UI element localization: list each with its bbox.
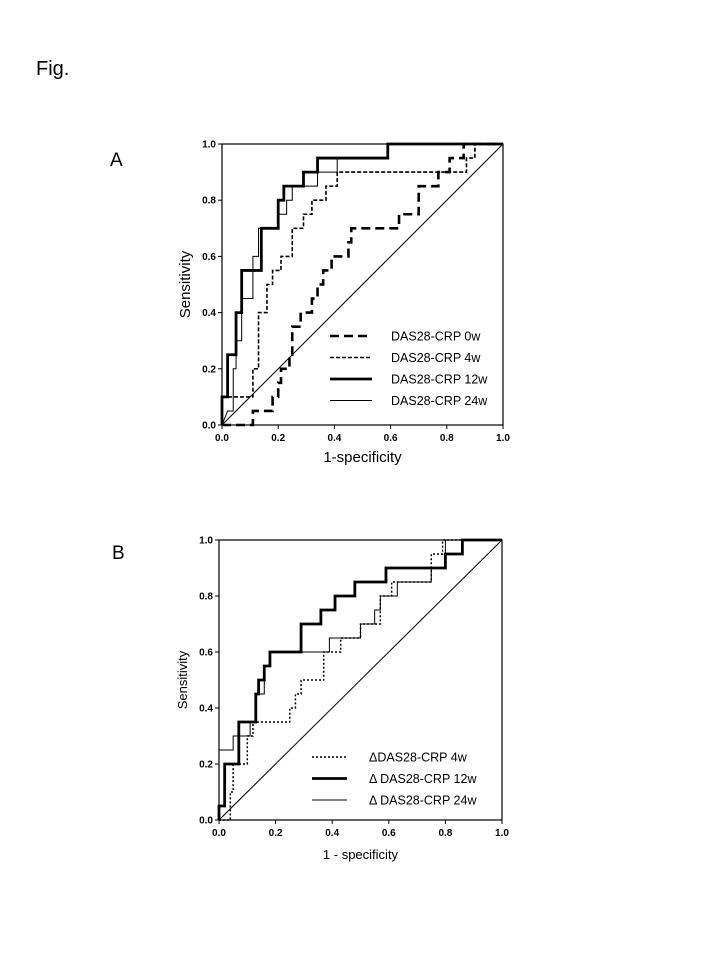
x-tick-label: 0.2: [271, 433, 285, 444]
x-tick-label: 0.2: [269, 828, 283, 839]
plot-frame: [218, 539, 503, 821]
reference-diagonal: [221, 143, 504, 426]
roc-chart-a: 0.0 0.2 0.4 0.6 0.8 1.0 0.0 0.2 0.4 0.6 0.8 1.0 1-sp…: [177, 140, 510, 467]
legend-label: DAS28-CRP 24w: [391, 394, 488, 408]
y-tick-label: 0.4: [199, 704, 213, 715]
legend-label: DAS28-CRP 0w: [391, 330, 481, 344]
y-axis-title: Sensitivity: [175, 650, 190, 709]
x-tick-label: 0.4: [327, 433, 341, 444]
y-axis-title: Sensitivity: [177, 250, 194, 318]
x-tick-label: 1.0: [495, 828, 509, 839]
x-tick-label: 0.0: [215, 433, 229, 444]
legend-label: DAS28-CRP 12w: [391, 373, 488, 387]
series-line-2: [218, 539, 502, 820]
y-tick-label: 0.8: [199, 592, 213, 603]
figure-label: Fig.: [36, 58, 70, 80]
plot-frame: [221, 143, 504, 426]
y-tick-label: 0.2: [199, 760, 213, 771]
x-tick-label: 1.0: [496, 433, 510, 444]
y-tick-label: 0.4: [202, 308, 216, 319]
y-tick-label: 1.0: [202, 140, 216, 151]
x-tick-label: 0.8: [440, 433, 454, 444]
legend-label: Δ DAS28-CRP 12w: [369, 772, 477, 786]
y-tick-label: 0.0: [199, 816, 213, 827]
series-line-1: [222, 143, 503, 398]
x-tick-label: 0.6: [382, 828, 396, 839]
roc-chart-b: 0.0 0.2 0.4 0.6 0.8 1.0 0.0 0.2 0.4 0.6 0.8 1.0 1 - …: [175, 536, 509, 863]
y-tick-label: 0.8: [202, 196, 216, 207]
x-axis-title: 1-specificity: [323, 449, 402, 466]
reference-diagonal: [218, 539, 503, 821]
x-tick-label: 0.6: [384, 433, 398, 444]
panel-b-letter: B: [112, 543, 125, 564]
y-tick-label: 1.0: [199, 536, 213, 547]
x-tick-label: 0.4: [325, 828, 339, 839]
panel-a-letter: A: [110, 150, 123, 171]
legend-label: ΔDAS28-CRP 4w: [369, 751, 468, 765]
y-tick-label: 0.6: [202, 252, 216, 263]
x-tick-label: 0.0: [212, 828, 226, 839]
series-line-3: [221, 143, 503, 426]
x-axis-title: 1 - specificity: [323, 847, 399, 862]
y-tick-label: 0.0: [202, 421, 216, 432]
y-tick-label: 0.6: [199, 648, 213, 659]
legend-label: DAS28-CRP 4w: [391, 351, 481, 365]
legend-label: Δ DAS28-CRP 24w: [369, 794, 477, 808]
series-line-0: [222, 142, 503, 427]
x-tick-label: 0.8: [438, 828, 452, 839]
y-tick-label: 0.2: [202, 364, 216, 375]
